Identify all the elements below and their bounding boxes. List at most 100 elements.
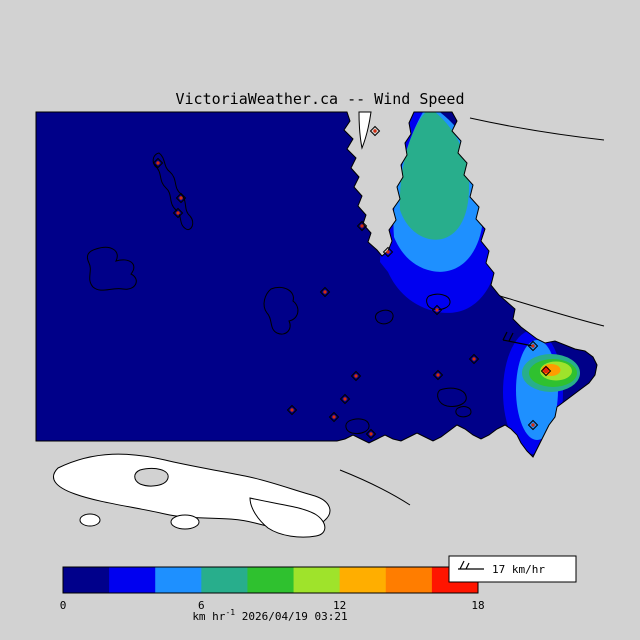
coast-southeast (339, 469, 411, 506)
station-marker (527, 419, 539, 431)
station-markers (152, 125, 552, 440)
station-diamond-icon (175, 192, 187, 204)
colorbar-segment (385, 567, 433, 593)
station-marker (540, 365, 552, 377)
station-diamond-icon (356, 220, 368, 232)
station-marker (468, 353, 480, 365)
station-dot-icon (544, 369, 548, 373)
station-dot-icon (343, 397, 347, 401)
station-marker (152, 157, 164, 169)
station-diamond-icon (382, 246, 394, 258)
station-marker (175, 192, 187, 204)
colorbar-segment (155, 567, 202, 593)
station-dot-icon (472, 357, 476, 361)
station-dot-icon (435, 308, 439, 312)
colorbar-segment (339, 567, 387, 593)
station-diamond-icon (152, 157, 164, 169)
station-diamond-icon (172, 207, 184, 219)
station-marker (432, 369, 444, 381)
colorbar-segment (293, 567, 341, 593)
coast-east (499, 295, 605, 327)
island-small-2 (426, 293, 451, 310)
island-south-3 (455, 406, 472, 418)
island-west (86, 246, 137, 291)
station-dot-icon (179, 196, 183, 200)
station-marker (339, 393, 351, 405)
legend-label: 17 km/hr (492, 563, 545, 576)
colorbar-tick-label: 18 (471, 599, 484, 612)
island-south-1 (345, 418, 370, 434)
island-chain (152, 152, 194, 231)
legend-barb-icon (458, 560, 484, 570)
station-dot-icon (354, 374, 358, 378)
station-marker (365, 428, 377, 440)
station-dot-icon (386, 250, 390, 254)
station-marker (369, 125, 381, 137)
station-marker (382, 246, 394, 258)
station-dot-icon (436, 373, 440, 377)
station-diamond-icon (365, 428, 377, 440)
colorbar-segment (201, 567, 248, 593)
station-diamond-icon (432, 369, 444, 381)
station-dot-icon (332, 415, 336, 419)
station-marker (286, 404, 298, 416)
station-dot-icon (156, 161, 160, 165)
station-marker (350, 370, 362, 382)
peninsula-inlet (358, 111, 372, 150)
unit-base: km hr (192, 610, 225, 623)
station-diamond-icon (527, 419, 539, 431)
station-dot-icon (176, 211, 180, 215)
barb-legend: 17 km/hr (448, 555, 577, 583)
colorbar-tick-label: 0 (60, 599, 67, 612)
map-wind-barb (502, 331, 534, 347)
station-diamond-icon (319, 286, 331, 298)
station-marker (319, 286, 331, 298)
station-marker (172, 207, 184, 219)
page-title: VictoriaWeather.ca -- Wind Speed (176, 90, 465, 108)
islands (86, 152, 472, 434)
station-dot-icon (373, 129, 377, 133)
station-dot-icon (360, 224, 364, 228)
colorbar: 0 6 12 18 km hr-1 2026/04/19 03:21 (60, 566, 485, 623)
coast-northeast (469, 117, 605, 141)
station-marker (431, 304, 443, 316)
south-water (53, 453, 331, 538)
station-diamond-icon (540, 365, 552, 377)
station-diamond-icon (468, 353, 480, 365)
colorbar-segment (247, 567, 295, 593)
station-diamond-icon (328, 411, 340, 423)
colorbar-segment (109, 567, 156, 593)
station-marker (356, 220, 368, 232)
colorbar-segments (63, 567, 479, 593)
station-diamond-icon (527, 340, 539, 352)
land-coastlines (339, 117, 605, 506)
station-marker (527, 340, 539, 352)
station-dot-icon (531, 344, 535, 348)
station-diamond-icon (431, 304, 443, 316)
strait-island (134, 467, 169, 487)
station-diamond-icon (369, 125, 381, 137)
pond-1 (79, 513, 101, 527)
timestamp: 2026/04/19 03:21 (242, 610, 348, 623)
station-diamond-icon (286, 404, 298, 416)
colorbar-tick-label: 6 (198, 599, 205, 612)
colorbar-tick-label: 12 (333, 599, 346, 612)
colorbar-caption: km hr-1 2026/04/19 03:21 (192, 608, 347, 623)
island-south-2 (437, 387, 467, 407)
pond-2 (170, 514, 200, 530)
island-central (263, 286, 299, 335)
station-diamond-icon (339, 393, 351, 405)
island-small-1 (375, 309, 394, 325)
station-dot-icon (369, 432, 373, 436)
channel-water (249, 497, 326, 538)
unit-exponent: -1 (225, 608, 235, 617)
station-marker (328, 411, 340, 423)
wind-barb-icon (502, 331, 534, 347)
band-high (399, 112, 469, 240)
station-diamond-icon (350, 370, 362, 382)
station-dot-icon (323, 290, 327, 294)
station-dot-icon (290, 408, 294, 412)
station-dot-icon (531, 423, 535, 427)
colorbar-segment (63, 567, 110, 593)
